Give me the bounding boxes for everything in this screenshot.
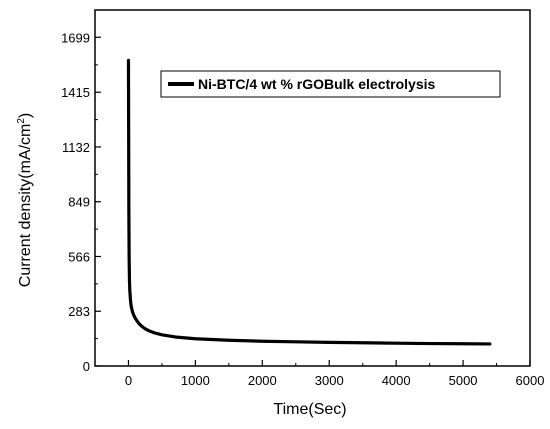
y-tick-label: 1132	[62, 140, 90, 155]
y-axis-title-main: Current density(mA/cm	[17, 124, 34, 288]
legend: Ni-BTC/4 wt % rGOBulk electrolysis	[160, 70, 501, 98]
x-tick-labels: 0 1000 2000 3000 4000 5000 6000	[125, 373, 545, 388]
x-tick-label: 3000	[315, 373, 344, 388]
y-tick-label: 0	[83, 359, 90, 374]
x-axis-title: Time(Sec)	[273, 401, 346, 418]
x-tick-label: 4000	[382, 373, 411, 388]
x-tick-label: 5000	[449, 373, 478, 388]
y-tick-label: 566	[68, 249, 90, 264]
y-axis-title-superscript: 2	[16, 118, 27, 124]
legend-box	[160, 70, 501, 98]
y-tick-label: 849	[68, 195, 90, 210]
x-tick-label: 0	[125, 373, 132, 388]
series-line-0	[126, 58, 492, 346]
x-tick-label: 1000	[181, 373, 210, 388]
y-tick-label: 283	[68, 304, 90, 319]
y-axis-title-close: )	[17, 113, 34, 118]
y-tick-labels: 0 283 566 849 1132 1415 1699	[61, 30, 90, 374]
legend-label: Ni-BTC/4 wt % rGOBulk electrolysis	[198, 76, 435, 92]
x-tick-label: 6000	[516, 373, 545, 388]
y-tick-label: 1699	[61, 30, 90, 45]
series-layer	[126, 58, 492, 346]
x-tick-label: 2000	[248, 373, 277, 388]
y-tick-label: 1415	[61, 85, 90, 100]
y-axis-title: Current density(mA/cm2)	[16, 113, 34, 287]
plot-frame	[94, 9, 531, 367]
